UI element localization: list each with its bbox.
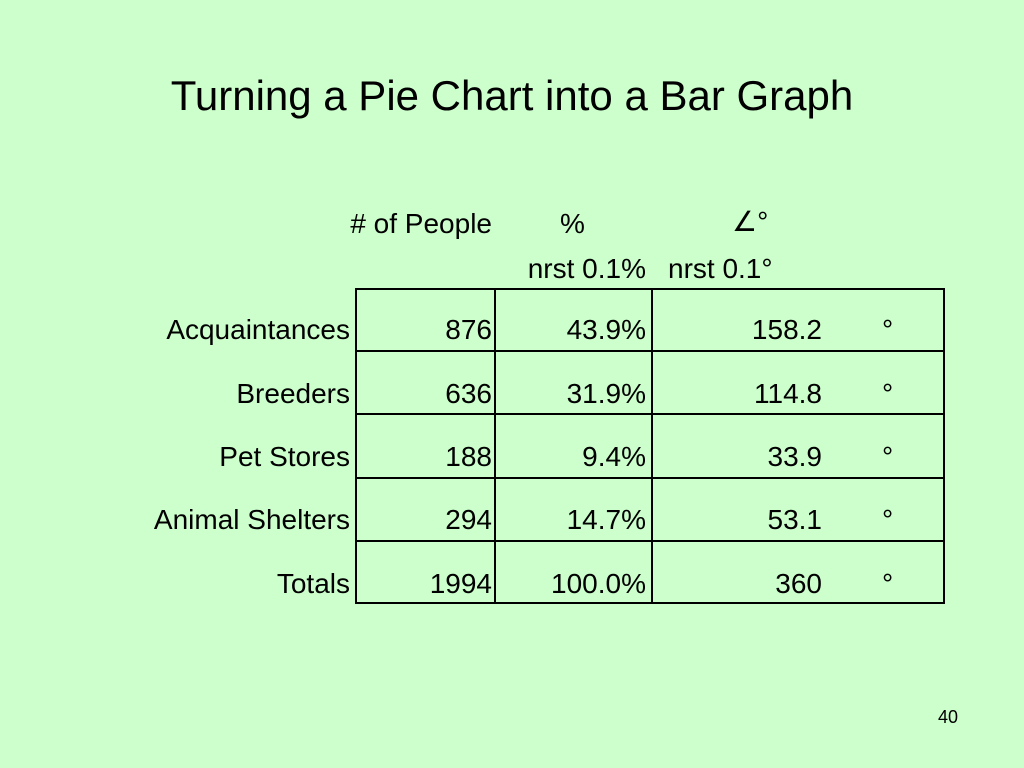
cell-percent: 43.9% [566,314,646,345]
data-table-frame [355,288,945,604]
row-label: Pet Stores [219,441,350,472]
header-angle: ∠° [732,206,769,237]
column-divider [651,288,653,604]
page-number: 40 [938,707,959,727]
row-label: Animal Shelters [153,504,350,535]
slide-title: Turning a Pie Chart into a Bar Graph [170,72,854,119]
header-percent-sub: nrst 0.1% [527,253,646,284]
cell-people: 1994 [429,568,492,599]
cell-people: 294 [445,504,492,535]
cell-degree-symbol: ° [882,504,894,535]
row-label: Acquaintances [166,314,350,345]
cell-degrees: 114.8 [754,378,822,409]
cell-degrees: 360 [775,568,822,599]
cell-degree-symbol: ° [882,314,894,345]
row-divider [355,350,945,352]
cell-people: 188 [445,441,492,472]
row-divider [355,413,945,415]
cell-percent: 9.4% [582,441,646,472]
cell-people: 636 [445,378,492,409]
cell-degree-symbol: ° [882,441,894,472]
row-label: Breeders [236,378,350,409]
cell-degrees: 53.1 [767,504,823,535]
row-label: Totals [276,568,350,599]
header-angle-sub: nrst 0.1° [668,253,773,284]
column-divider [494,288,496,604]
cell-degrees: 158.2 [751,314,822,345]
row-divider [355,477,945,479]
cell-percent: 100.0% [551,568,646,599]
cell-degrees: 33.9 [767,441,823,472]
cell-people: 876 [445,314,492,345]
header-percent: % [560,208,585,239]
cell-percent: 31.9% [566,378,646,409]
row-divider [355,540,945,542]
cell-percent: 14.7% [566,504,646,535]
cell-degree-symbol: ° [882,378,894,409]
cell-degree-symbol: ° [882,568,894,599]
header-people: # of People [350,208,492,239]
